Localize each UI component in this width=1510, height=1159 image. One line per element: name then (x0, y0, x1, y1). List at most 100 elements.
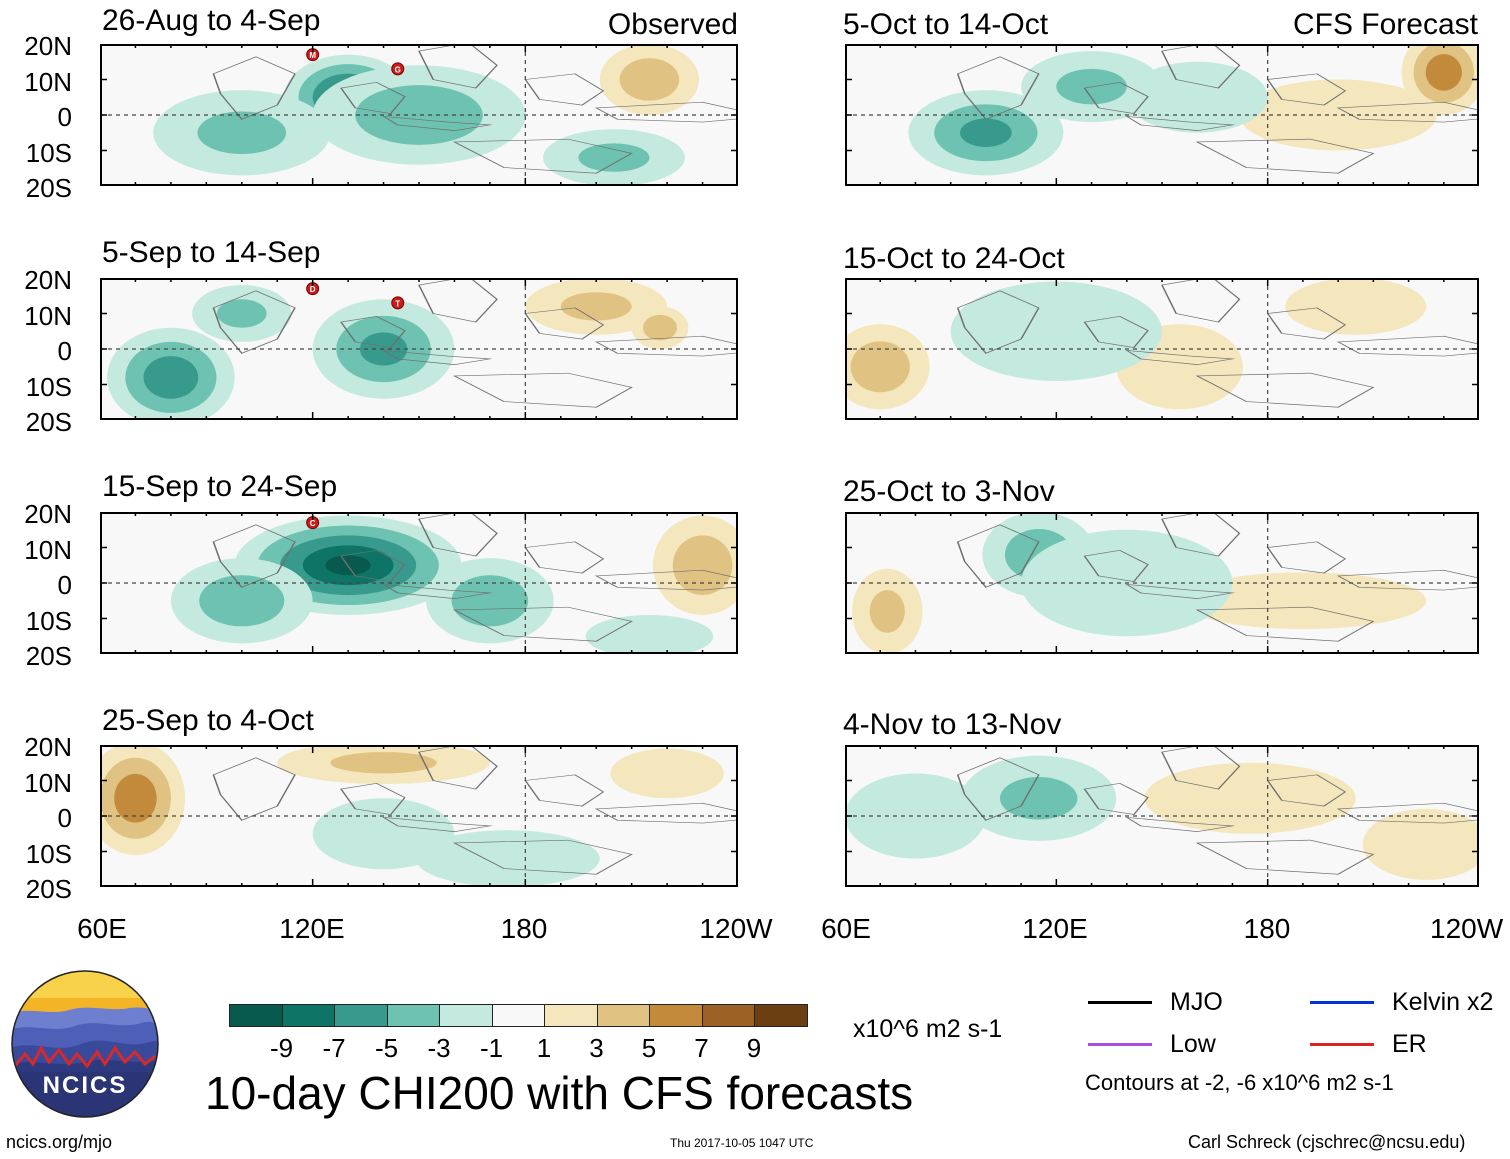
lon-label-180: 180 (500, 913, 548, 944)
coastline (212, 56, 296, 120)
lat-label: 10S (25, 605, 72, 636)
lat-label: 10S (25, 838, 72, 869)
colorbar-label: -3 (427, 1033, 451, 1063)
colorbar-label: -1 (479, 1033, 504, 1063)
anomaly-blob (999, 776, 1078, 820)
footer-timestamp: Thu 2017-10-05 1047 UTC (670, 1136, 814, 1150)
coastline (524, 307, 605, 340)
coastline (381, 816, 493, 832)
lat-label: 0 (57, 570, 72, 600)
coastline (381, 115, 493, 131)
storm-marker-label: M (309, 51, 316, 60)
anomaly-blob (869, 590, 905, 633)
anomaly-blob (672, 535, 733, 596)
legend-kelvin-label: Kelvin x2 (1392, 988, 1494, 1016)
coastline (594, 101, 738, 123)
coastline (381, 583, 493, 599)
anomaly-blob (1362, 808, 1479, 880)
chart-title: 10-day CHI200 with CFS forecasts (205, 1067, 914, 1119)
anomaly-blob (619, 58, 680, 101)
coastline (594, 802, 738, 824)
logo-text: NCICS (43, 1072, 128, 1099)
lon-label-120e: 120E (279, 913, 345, 944)
coastline (452, 138, 633, 174)
coastline (1336, 101, 1479, 123)
storm-marker-label: C (310, 519, 316, 528)
anomaly-blob (1239, 79, 1437, 151)
coastline (1266, 307, 1347, 340)
map-panel-2: DT (100, 278, 738, 420)
coastline (1083, 315, 1149, 349)
lat-label: 20S (25, 641, 72, 671)
lon-label-180-right: 180 (1243, 913, 1291, 944)
coastline (956, 56, 1040, 120)
colorbar-swatch (386, 1004, 440, 1027)
legend-er-line (1310, 1043, 1374, 1046)
anomaly-blob (451, 575, 529, 627)
anomaly-blob (114, 773, 157, 823)
lat-label: 10N (24, 534, 72, 565)
map-panel-3: C (100, 512, 738, 654)
coastline (956, 757, 1040, 821)
storm-marker-label: G (395, 65, 401, 74)
ncics-logo: NCICS (11, 970, 159, 1118)
storm-marker-label: D (310, 285, 316, 294)
legend-er-label: ER (1392, 1030, 1427, 1058)
anomaly-blob (216, 299, 267, 328)
coastline (1083, 81, 1149, 115)
colorbar-label: -7 (322, 1033, 346, 1063)
lon-label-60e-right: 60E (821, 913, 871, 944)
colorbar-swatch (439, 1004, 493, 1027)
coastline (340, 315, 406, 349)
coastline (1083, 549, 1149, 583)
colorbar-label: 5 (641, 1033, 657, 1063)
lat-label: 20N (24, 499, 72, 529)
colorbar-label: 1 (536, 1033, 552, 1063)
colorbar-swatch (754, 1004, 808, 1027)
lat-label: 20N (24, 732, 72, 762)
panel-title-5: 5-Oct to 14-Oct (843, 8, 1049, 41)
colorbar-label: 7 (694, 1033, 709, 1063)
colorbar-swatch (701, 1004, 755, 1027)
coastline (212, 757, 296, 821)
anomaly-blob (1179, 572, 1427, 630)
coastline (1125, 816, 1236, 832)
cfs-forecast-label: CFS Forecast (1292, 8, 1478, 41)
coastline (1125, 583, 1236, 599)
coastline (1125, 349, 1236, 365)
panel-title-8: 4-Nov to 13-Nov (843, 708, 1062, 741)
coastline (1195, 839, 1375, 875)
colorbar-label: -9 (269, 1033, 294, 1063)
coastline (594, 569, 738, 591)
anomaly-blob (643, 314, 678, 341)
contour-note: Contours at -2, -6 x10^6 m2 s-1 (1085, 1070, 1394, 1095)
anomaly-blob (850, 341, 910, 393)
map-panel-6 (845, 278, 1479, 420)
anomaly-blob (355, 85, 483, 145)
coastline (212, 290, 296, 354)
lat-label: 20N (24, 265, 72, 295)
coastline (340, 549, 406, 583)
anomaly-blob (199, 575, 285, 627)
coastline (524, 73, 605, 106)
lat-label: 10S (25, 371, 72, 402)
anomaly-blob (1425, 54, 1462, 91)
coastline (1195, 138, 1375, 174)
coastline (1336, 335, 1479, 357)
lat-label: 20S (25, 407, 72, 437)
anomaly-blob (578, 143, 650, 172)
lon-label-120w-right: 120W (1430, 913, 1504, 944)
footer-url[interactable]: ncics.org/mjo (6, 1132, 113, 1152)
panel-title-7: 25-Oct to 3-Nov (843, 475, 1055, 508)
panel-title-1: 26-Aug to 4-Sep (102, 4, 321, 37)
legend-low-label: Low (1170, 1030, 1216, 1058)
coastline (452, 372, 633, 408)
coastline (524, 774, 605, 807)
coastline (1266, 774, 1347, 807)
colorbar-swatch (544, 1004, 598, 1027)
footer-author: Carl Schreck (cjschrec@ncsu.edu) (1188, 1132, 1466, 1152)
lat-label: 0 (57, 336, 72, 366)
lon-label-120e-right: 120E (1022, 913, 1088, 944)
observed-label: Observed (607, 8, 738, 41)
legend-kelvin-line (1310, 1001, 1374, 1004)
